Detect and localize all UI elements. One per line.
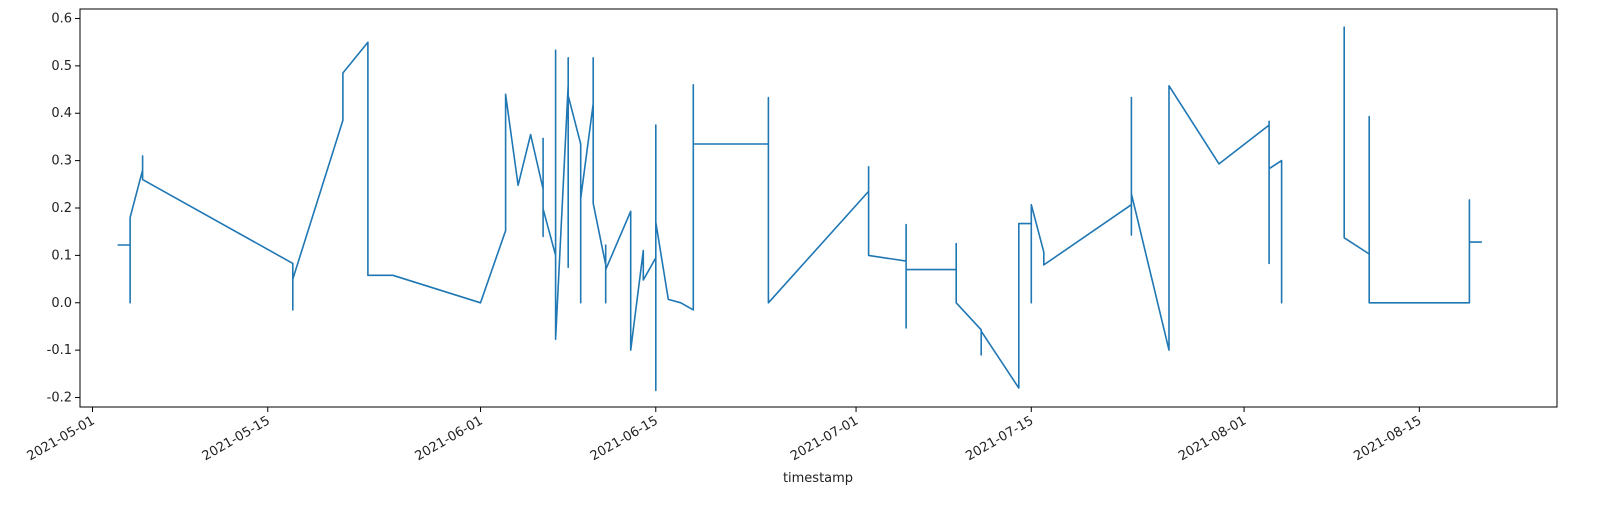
- x-tick-label: 2021-08-15: [1351, 413, 1424, 464]
- x-tick-label: 2021-06-15: [588, 413, 661, 464]
- y-tick-label: 0.1: [51, 248, 72, 263]
- x-tick-label: 2021-07-15: [963, 413, 1036, 464]
- x-tick-label: 2021-07-01: [788, 413, 861, 464]
- y-tick-label: -0.2: [47, 391, 72, 406]
- x-tick-label: 2021-05-15: [200, 413, 273, 464]
- y-tick-label: 0.0: [51, 296, 72, 311]
- y-tick-label: 0.3: [51, 154, 72, 169]
- line-series: [117, 26, 1482, 392]
- plot-frame: [79, 8, 1558, 408]
- y-tick-label: 0.4: [51, 106, 72, 121]
- x-tick-label: 2021-08-01: [1176, 413, 1249, 464]
- x-tick-label: 2021-06-01: [413, 413, 486, 464]
- y-tick-label: 0.2: [51, 201, 72, 216]
- y-tick-label: 0.6: [51, 11, 72, 26]
- y-tick-label: 0.5: [51, 59, 72, 74]
- x-tick-label: 2021-05-01: [25, 413, 98, 464]
- x-axis-label: timestamp: [783, 471, 853, 486]
- y-tick-label: -0.1: [47, 343, 72, 358]
